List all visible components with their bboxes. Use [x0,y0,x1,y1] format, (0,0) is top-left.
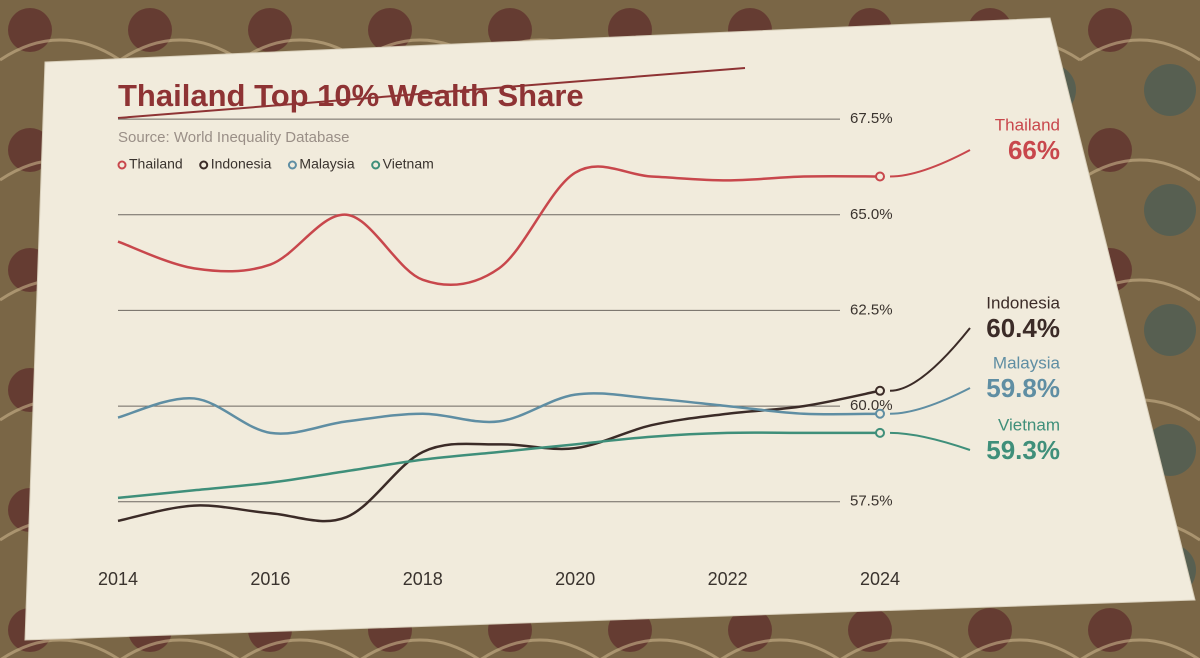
x-tick-label: 2016 [250,569,290,589]
annotation-arrow [889,327,971,392]
annotation-name: Thailand [995,115,1060,134]
title-underline [117,67,746,119]
end-marker [875,385,885,396]
x-tick-label: 2022 [708,569,748,589]
series-line [117,392,881,435]
annotation-value: 66% [1008,135,1060,165]
annotation-value: 59.8% [986,373,1060,403]
x-tick-label: 2018 [403,569,443,589]
annotation-name: Indonesia [986,293,1060,312]
annotation-name: Vietnam [998,415,1060,434]
annotation-value: 59.3% [986,435,1060,465]
card [24,17,1196,641]
series-line [117,165,881,287]
series-line [117,389,881,523]
end-marker [875,408,885,419]
end-marker [875,427,885,438]
series-line [117,431,881,500]
annotation-name: Malaysia [993,353,1061,372]
legend-marker [287,160,297,170]
x-tick-label: 2020 [555,569,595,589]
annotation-arrow [889,431,971,451]
legend-label: Vietnam [383,156,434,172]
legend-marker [199,160,209,170]
x-tick-label: 2024 [860,569,900,589]
y-tick-label: 62.5% [850,301,893,318]
annotation-value: 60.4% [986,313,1060,343]
legend-label: Thailand [129,156,183,172]
x-tick-label: 2014 [98,569,138,589]
y-tick-label: 60.0% [850,397,893,414]
y-tick-label: 67.5% [850,110,893,127]
y-tick-label: 65.0% [850,206,893,223]
legend-label: Malaysia [299,156,354,172]
chart-title: Thailand Top 10% Wealth Share [118,78,584,113]
chart-subtitle: Source: World Inequality Database [118,129,350,146]
annotation-arrow [889,387,971,415]
end-marker [875,171,885,182]
legend-label: Indonesia [211,156,272,172]
y-tick-label: 57.5% [850,493,893,510]
annotation-arrow [889,149,971,178]
legend-marker [371,160,381,170]
legend-marker [117,160,127,170]
